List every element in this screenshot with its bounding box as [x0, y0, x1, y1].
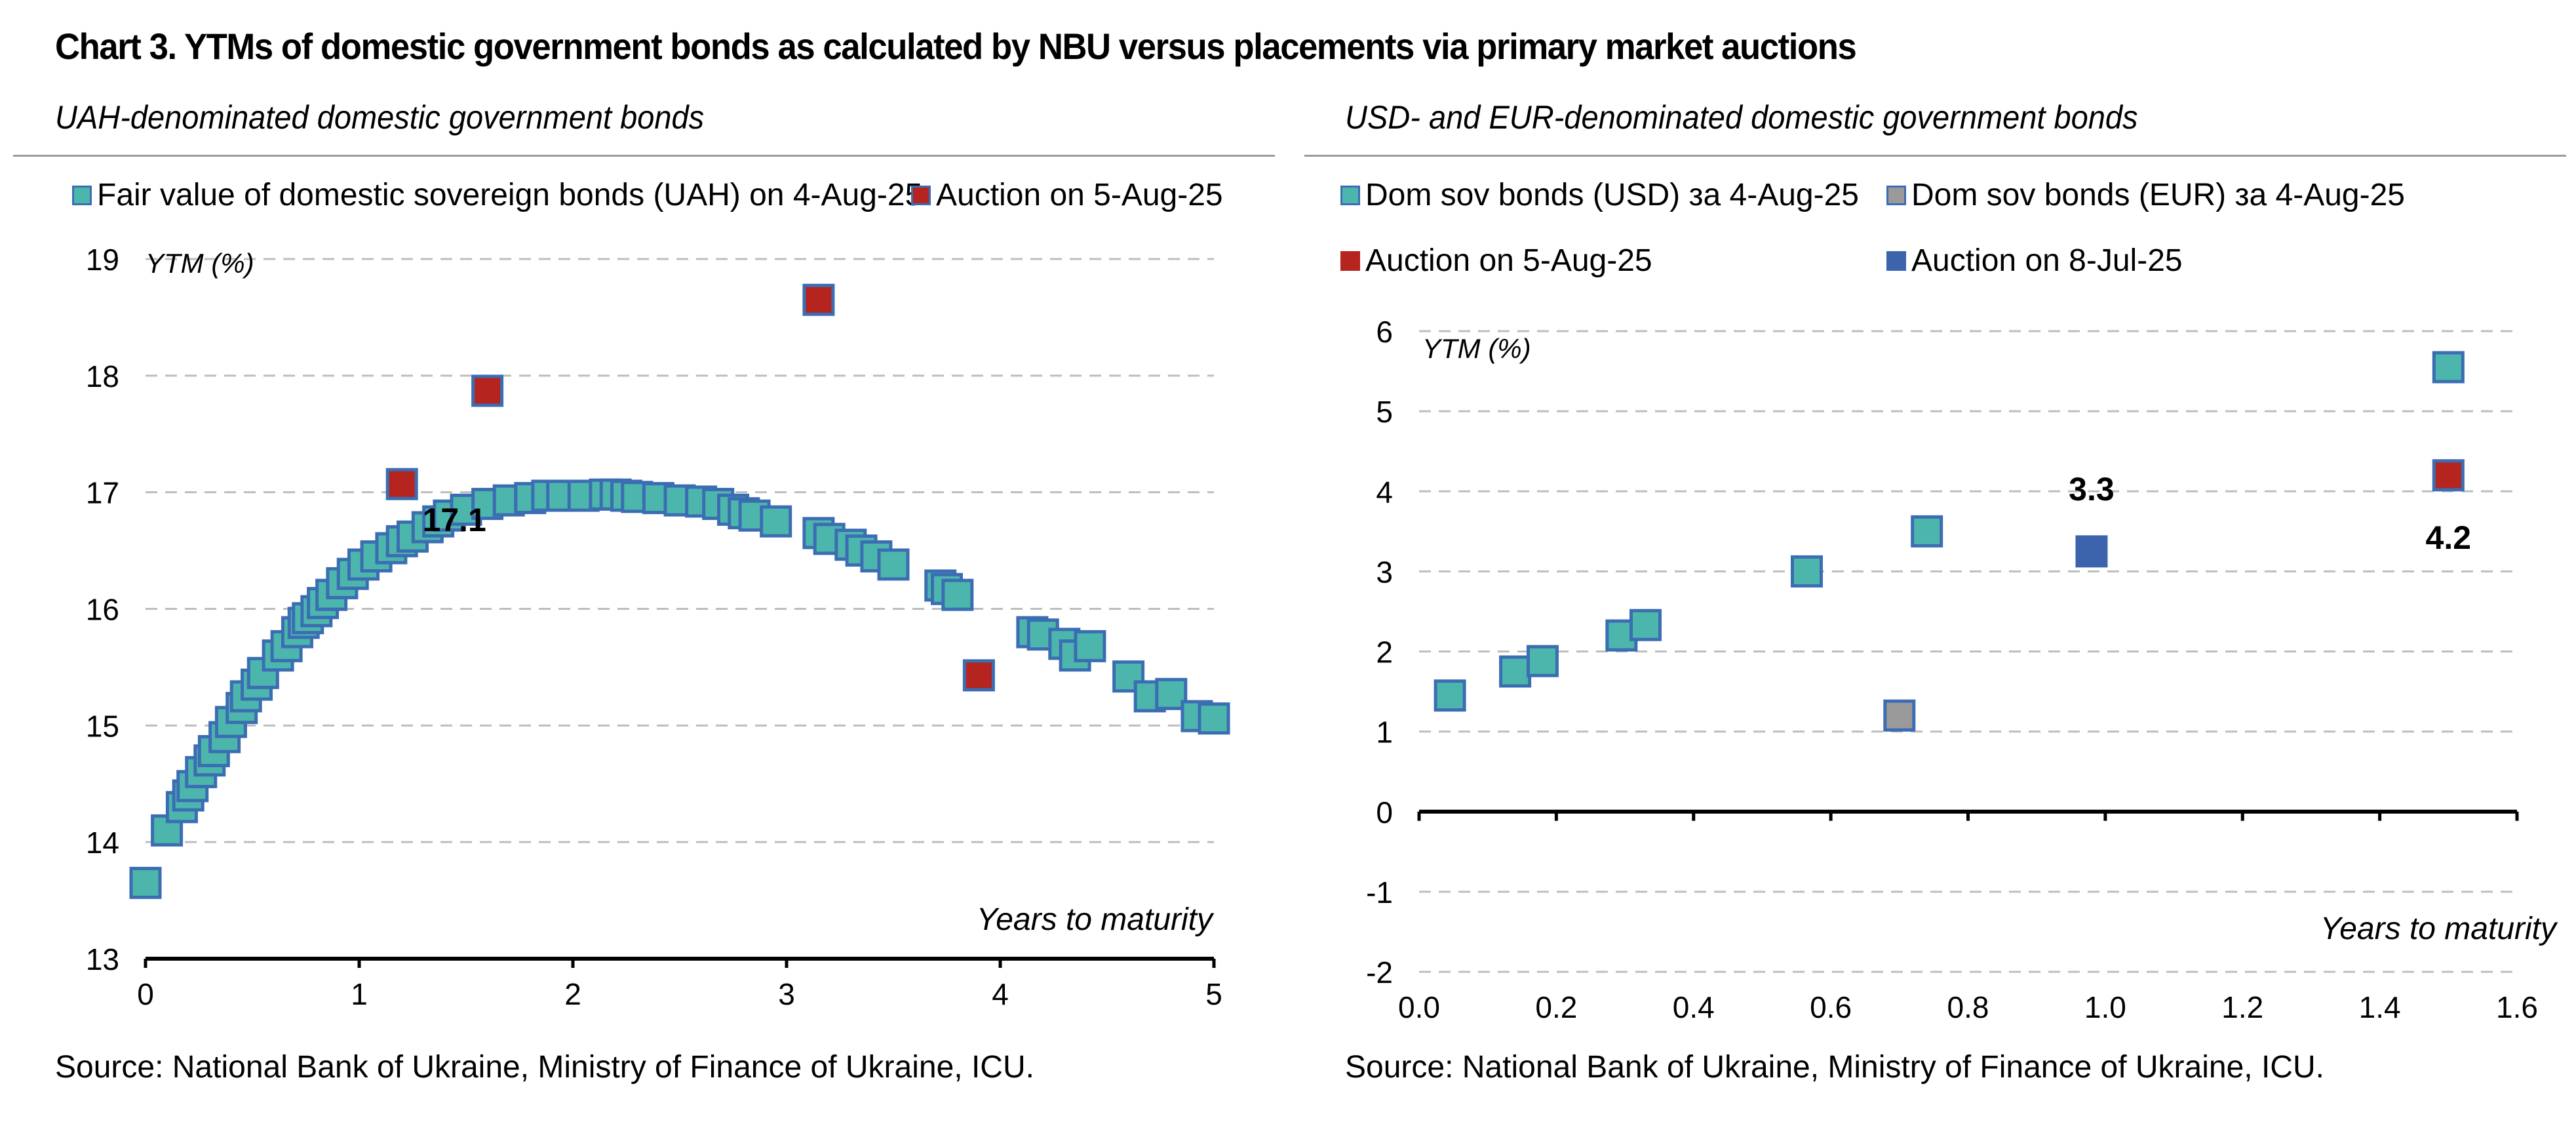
right-y-tick-label: 4 — [1376, 475, 1393, 509]
legend-swatch-auction — [1340, 250, 1360, 271]
right-x-tick-label: 1.0 — [2084, 990, 2126, 1024]
legend-swatch-fair-value — [72, 185, 92, 205]
right-y-tick-label: 2 — [1376, 635, 1393, 670]
right-y-tick-label: -2 — [1366, 955, 1393, 990]
right-x-axis-title: Years to maturity — [2320, 911, 2558, 946]
right-source-note: Source: National Bank of Ukraine, Minist… — [1345, 1050, 2324, 1085]
left-point-series1 — [471, 374, 504, 407]
left-point-series — [1198, 702, 1230, 735]
legend-fair-value-uah: Fair value of domestic sovereign bonds (… — [72, 177, 922, 213]
right-y-tick-label: 6 — [1376, 315, 1393, 349]
legend-eur-bonds: Dom sov bonds (EUR) за 4-Aug-25 — [1886, 177, 2405, 213]
right-x-tick-label: 1.4 — [2359, 990, 2401, 1024]
left-y-tick-label: 19 — [86, 243, 119, 277]
left-point-series — [760, 505, 792, 538]
left-x-tick-label: 4 — [992, 977, 1009, 1011]
right-point-series1 — [1883, 699, 1916, 732]
left-x-tick-label: 0 — [137, 977, 154, 1011]
right-point-series3 — [2075, 535, 2108, 568]
left-x-tick-label: 5 — [1205, 977, 1222, 1011]
legend-swatch-auction-jul — [1886, 250, 1906, 271]
left-point-series1 — [385, 468, 418, 500]
right-x-tick-label: 1.2 — [2221, 990, 2263, 1024]
legend-swatch-auction — [911, 185, 931, 205]
right-y-tick-label: 1 — [1376, 715, 1393, 750]
legend-auction-jul: Auction on 8-Jul-25 — [1886, 243, 2183, 279]
legend-swatch-usd — [1340, 185, 1360, 205]
legend-label: Auction on 5-Aug-25 — [936, 178, 1223, 212]
left-x-tick-label: 3 — [778, 977, 795, 1011]
right-point-series — [1629, 609, 1662, 641]
left-data-label: 17.1 — [423, 502, 486, 538]
left-x-axis-title: Years to maturity — [977, 902, 1215, 937]
left-y-tick-label: 17 — [86, 476, 119, 510]
left-y-axis-title: YTM (%) — [146, 248, 254, 279]
legend-swatch-eur — [1886, 185, 1906, 205]
right-x-tick-label: 0.6 — [1810, 990, 1852, 1024]
legend-label: Auction on 8-Jul-25 — [1911, 243, 2183, 278]
legend-auction-aug-right: Auction on 5-Aug-25 — [1340, 243, 1652, 279]
left-y-tick-label: 18 — [86, 359, 119, 393]
left-y-tick-label: 15 — [86, 709, 119, 743]
right-point-series2 — [2432, 459, 2465, 492]
legend-label: Dom sov bonds (USD) за 4-Aug-25 — [1365, 178, 1859, 212]
right-point-series — [1790, 555, 1823, 588]
right-y-tick-label: 0 — [1376, 795, 1393, 830]
left-point-series1 — [802, 283, 835, 316]
legend-usd-bonds: Dom sov bonds (USD) за 4-Aug-25 — [1340, 177, 1859, 213]
legend-auction-aug-left: Auction on 5-Aug-25 — [911, 177, 1223, 213]
left-point-series — [877, 548, 910, 581]
left-y-tick-label: 16 — [86, 593, 119, 627]
legend-label: Fair value of domestic sovereign bonds (… — [97, 178, 923, 212]
left-x-tick-label: 1 — [351, 977, 368, 1011]
right-y-tick-label: 3 — [1376, 555, 1393, 589]
right-x-tick-label: 0.4 — [1673, 990, 1715, 1024]
left-y-tick-label: 13 — [86, 942, 119, 976]
left-point-series1 — [962, 659, 995, 692]
left-x-tick-label: 2 — [564, 977, 581, 1011]
right-x-tick-label: 0.2 — [1535, 990, 1577, 1024]
left-point-series — [1074, 630, 1106, 662]
legend-label: Dom sov bonds (EUR) за 4-Aug-25 — [1911, 178, 2405, 212]
left-point-series — [129, 866, 162, 899]
right-data-label: 4.2 — [2426, 519, 2472, 556]
left-chart-subtitle: UAH-denominated domestic government bond… — [55, 99, 705, 136]
right-y-tick-label: -1 — [1366, 875, 1393, 910]
chart-title: Chart 3. YTMs of domestic government bon… — [55, 26, 1857, 67]
left-y-tick-label: 14 — [86, 826, 119, 860]
right-point-series — [1499, 655, 1532, 688]
right-point-series — [2432, 351, 2465, 384]
right-y-tick-label: 5 — [1376, 395, 1393, 429]
right-point-series — [1434, 679, 1466, 712]
legend-label: Auction on 5-Aug-25 — [1365, 243, 1652, 278]
left-source-note: Source: National Bank of Ukraine, Minist… — [55, 1050, 1034, 1085]
left-header-rule — [13, 155, 1275, 157]
right-point-series — [1911, 515, 1943, 548]
right-point-series — [1526, 645, 1559, 677]
right-x-tick-label: 1.6 — [2496, 990, 2538, 1024]
right-data-label: 3.3 — [2069, 471, 2115, 508]
right-y-axis-title: YTM (%) — [1422, 333, 1531, 364]
right-header-rule — [1304, 155, 2566, 157]
right-x-tick-label: 0.0 — [1398, 990, 1440, 1024]
right-chart-subtitle: USD- and EUR-denominated domestic govern… — [1345, 99, 2138, 136]
right-x-tick-label: 0.8 — [1947, 990, 1989, 1024]
left-point-series — [941, 578, 974, 611]
